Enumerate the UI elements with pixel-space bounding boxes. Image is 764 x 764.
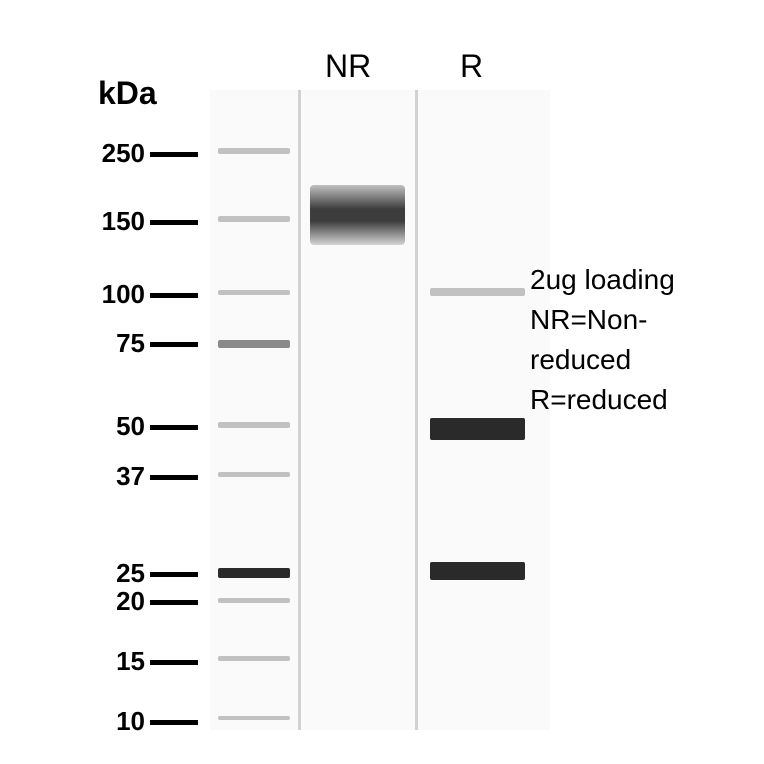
nr-band-smear <box>310 185 405 245</box>
r-band <box>430 288 525 296</box>
lane-header-r: R <box>460 48 483 85</box>
ladder-band <box>218 422 290 428</box>
tick-label: 10 <box>70 706 145 737</box>
lane-divider <box>415 90 418 730</box>
ladder-band <box>218 716 290 720</box>
tick-label: 50 <box>70 411 145 442</box>
tick-mark <box>150 600 198 605</box>
tick-mark <box>150 293 198 298</box>
lane-divider <box>298 90 301 730</box>
tick-label: 20 <box>70 586 145 617</box>
tick-mark <box>150 220 198 225</box>
ladder-band <box>218 148 290 154</box>
annotation-nr-def-1: NR=Non- <box>530 300 647 339</box>
annotation-r-def: R=reduced <box>530 380 668 419</box>
tick-mark <box>150 720 198 725</box>
tick-label: 250 <box>70 138 145 169</box>
tick-label: 100 <box>70 279 145 310</box>
ladder-band <box>218 568 290 578</box>
ladder-band <box>218 472 290 477</box>
ladder-band <box>218 340 290 348</box>
kda-axis-label: kDa <box>98 75 157 112</box>
ladder-band <box>218 656 290 661</box>
ladder-band <box>218 290 290 295</box>
tick-label: 25 <box>70 558 145 589</box>
ladder-band <box>218 216 290 222</box>
tick-label: 37 <box>70 461 145 492</box>
tick-mark <box>150 475 198 480</box>
tick-mark <box>150 342 198 347</box>
tick-mark <box>150 152 198 157</box>
tick-mark <box>150 572 198 577</box>
annotation-nr-def-2: reduced <box>530 340 631 379</box>
tick-label: 15 <box>70 646 145 677</box>
annotation-loading: 2ug loading <box>530 260 675 299</box>
tick-mark <box>150 660 198 665</box>
tick-mark <box>150 425 198 430</box>
ladder-band <box>218 598 290 603</box>
lane-header-nr: NR <box>325 48 371 85</box>
gel-diagram: kDa NR R 250 150 100 75 50 37 25 20 15 <box>40 20 560 740</box>
tick-label: 150 <box>70 206 145 237</box>
tick-label: 75 <box>70 328 145 359</box>
r-band <box>430 562 525 580</box>
r-band <box>430 418 525 440</box>
